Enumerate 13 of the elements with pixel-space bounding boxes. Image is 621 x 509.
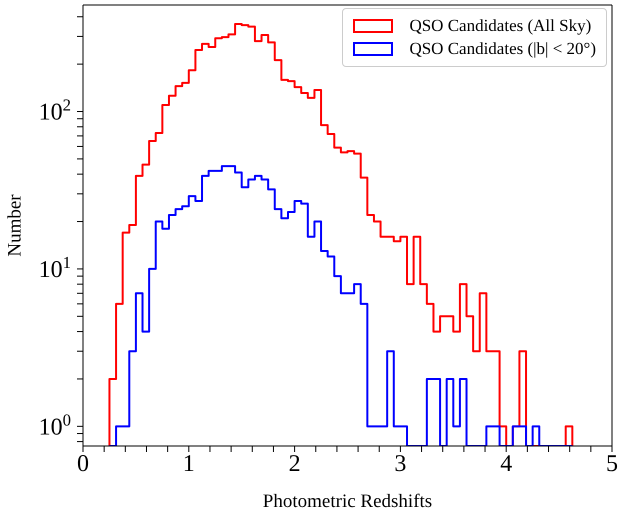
y-tick-label: 10$^{1}$ bbox=[38, 252, 71, 283]
legend-label: QSO Candidates (All Sky) bbox=[409, 16, 592, 36]
x-tick-label: 1 bbox=[182, 451, 195, 478]
y-tick-label: 10$^{2}$ bbox=[38, 95, 71, 126]
x-tick-label: 5 bbox=[606, 451, 618, 478]
x-axis-title: Photometric Redshifts bbox=[262, 491, 432, 509]
x-tick-label: 0 bbox=[77, 451, 89, 478]
x-tick-label: 3 bbox=[394, 451, 406, 478]
x-tick-label: 4 bbox=[500, 451, 512, 478]
x-tick-label: 2 bbox=[288, 451, 301, 478]
y-axis-title: Number bbox=[4, 194, 26, 257]
y-tick-label: 10$^{0}$ bbox=[38, 410, 71, 440]
legend-label: QSO Candidates (|b| < 20°) bbox=[409, 39, 596, 59]
